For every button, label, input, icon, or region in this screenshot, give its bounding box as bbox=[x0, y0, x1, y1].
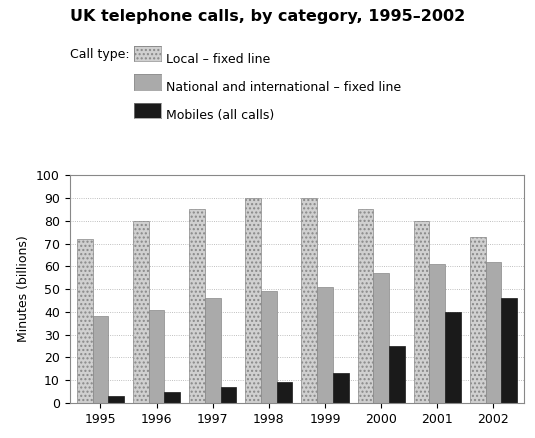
Bar bbox=[470, 237, 486, 403]
Bar bbox=[189, 209, 205, 403]
Text: UK telephone calls, by category, 1995–2002: UK telephone calls, by category, 1995–20… bbox=[70, 9, 465, 24]
Bar bbox=[164, 392, 180, 403]
Bar bbox=[245, 198, 261, 403]
Bar bbox=[93, 316, 108, 403]
Text: Mobiles (all calls): Mobiles (all calls) bbox=[166, 110, 274, 123]
Bar bbox=[486, 262, 501, 403]
Text: Local – fixed line: Local – fixed line bbox=[166, 53, 270, 66]
Text: National and international – fixed line: National and international – fixed line bbox=[166, 81, 401, 94]
Bar bbox=[261, 291, 277, 403]
Bar bbox=[501, 298, 517, 403]
Bar bbox=[317, 287, 333, 403]
Y-axis label: Minutes (billions): Minutes (billions) bbox=[18, 236, 30, 343]
Bar bbox=[220, 387, 236, 403]
Bar bbox=[414, 221, 430, 403]
Bar bbox=[430, 264, 445, 403]
Bar bbox=[133, 221, 149, 403]
Bar bbox=[205, 298, 220, 403]
Bar bbox=[373, 273, 389, 403]
Bar bbox=[445, 312, 461, 403]
Bar bbox=[77, 239, 93, 403]
Bar bbox=[108, 396, 124, 403]
Bar bbox=[301, 198, 317, 403]
Bar bbox=[357, 209, 373, 403]
Bar bbox=[277, 382, 293, 403]
Bar bbox=[333, 373, 349, 403]
Bar bbox=[149, 310, 164, 403]
Text: Call type:: Call type: bbox=[70, 48, 129, 61]
Bar bbox=[389, 346, 404, 403]
